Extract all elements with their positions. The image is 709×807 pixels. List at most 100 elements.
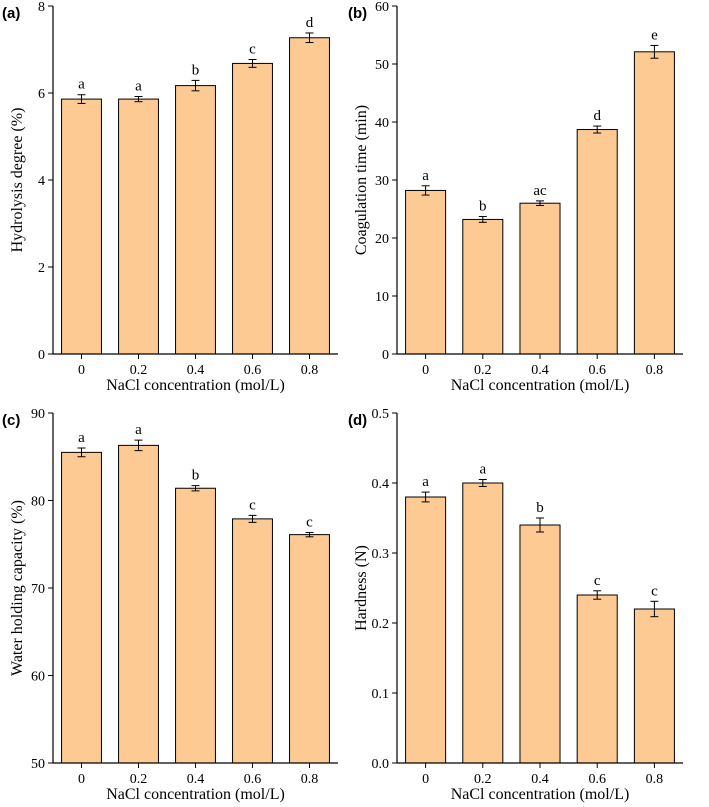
chart-2-bar-4 [633,51,675,355]
chart-1-y-tick-label-1: 2 [38,261,45,276]
chart-1-sig-label-0: a [78,77,85,93]
chart-3-bar-2 [175,487,216,764]
chart-2-y-tick-label-3: 30 [375,174,389,189]
chart-3-x-tick-label-4: 0.8 [301,772,319,787]
chart-2-y-tick-label-0: 0 [382,348,389,363]
chart-2-bar-1 [462,218,504,355]
chart-4-sig-label-2: b [536,500,544,516]
chart-2-x-axis-title: NaCl concentration (mol/L) [451,377,630,394]
chart-2-x-tick-label-0: 0 [422,363,429,378]
chart-2-sig-label-4: e [651,27,658,43]
chart-3-y-tick-label-0: 50 [31,757,45,772]
chart-1-sig-label-4: d [306,15,314,31]
chart-1-sig-label-2: b [192,62,200,78]
chart-2: a b ac d e 0 10 20 30 40 50 60 0 0.2 0.4 0.6 0.8 NaCl con… [348,0,683,394]
chart-4-x-axis-title: NaCl concentration (mol/L) [451,786,630,803]
chart-2-y-tick-label-6: 60 [375,0,389,15]
chart-1-x-tick-label-2: 0.4 [187,363,205,378]
chart-1-bar-3 [232,62,273,355]
chart-1-y-axis-title: Hydrolysis degree (%) [9,108,26,253]
chart-3-bar-0 [61,451,102,764]
chart-3-x-tick-label-3: 0.6 [244,772,262,787]
chart-3-x-tick-label-0: 0 [78,772,85,787]
chart-4-bar-2 [519,524,561,764]
chart-4-bar-1 [462,482,504,764]
chart-4-bar-3 [576,594,618,764]
chart-4-sig-label-3: c [594,573,601,589]
chart-2-panel-label: (b) [348,5,367,22]
chart-3-bar-1 [118,444,159,764]
chart-4-y-tick-label-4: 0.4 [372,477,390,492]
chart-3: a a b c c 50 60 70 80 90 0 0.2 0.4 0.6 0.8 NaCl concent… [2,407,338,803]
chart-3-sig-label-4: c [306,514,313,530]
chart-4-x-tick-label-3: 0.6 [588,772,606,787]
chart-1-sig-label-1: a [135,78,142,94]
chart-1-bar-0 [61,98,102,355]
chart-2-y-tick-label-4: 40 [375,116,389,131]
chart-2-x-tick-label-2: 0.4 [531,363,549,378]
chart-4-y-axis-title: Hardness (N) [353,545,370,631]
chart-3-sig-label-3: c [249,497,256,513]
chart-3-y-axis-title: Water holding capacity (%) [9,500,26,676]
chart-4-sig-label-0: a [422,474,429,490]
chart-4-y-tick-label-1: 0.1 [372,687,390,702]
chart-4-x-tick-label-2: 0.4 [531,772,549,787]
chart-1-y-tick-label-4: 8 [38,0,45,15]
chart-2-sig-label-0: a [422,168,429,184]
chart-1-x-tick-label-0: 0 [78,363,85,378]
chart-1-panel-label: (a) [2,5,20,22]
chart-2-y-tick-label-2: 20 [375,232,389,247]
chart-1-x-axis-title: NaCl concentration (mol/L) [106,377,285,394]
chart-3-bar-4 [289,534,330,764]
chart-1-x-tick-label-1: 0.2 [130,363,148,378]
chart-3-x-tick-label-1: 0.2 [130,772,148,787]
chart-2-y-tick-label-5: 50 [375,58,389,73]
chart-3-bar-3 [232,518,273,764]
chart-2-x-tick-label-3: 0.6 [588,363,606,378]
chart-2-x-tick-label-1: 0.2 [474,363,492,378]
chart-4: a a b c c 0.0 0.1 0.2 0.3 0.4 0.5 0 0.2 0.4 0.6 0.8 NaCl… [348,407,683,803]
chart-3-sig-label-2: b [192,468,200,484]
chart-2-bar-2 [519,202,561,355]
chart-2-bar-3 [576,129,618,355]
chart-3-y-tick-label-1: 60 [31,670,45,685]
chart-4-x-tick-label-0: 0 [422,772,429,787]
chart-4-y-tick-label-3: 0.3 [372,547,390,562]
chart-3-x-axis-title: NaCl concentration (mol/L) [106,786,285,803]
chart-3-sig-label-1: a [135,422,142,438]
chart-1-x-tick-label-4: 0.8 [301,363,319,378]
chart-1-sig-label-3: c [249,42,256,58]
chart-4-x-tick-label-4: 0.8 [646,772,664,787]
chart-3-y-tick-label-2: 70 [31,582,45,597]
chart-1-y-tick-label-3: 6 [38,87,45,102]
chart-2-sig-label-2: ac [533,183,547,199]
chart-3-panel-label: (c) [2,412,20,429]
chart-2-y-tick-label-1: 10 [375,290,389,305]
chart-3-sig-label-0: a [78,430,85,446]
chart-4-bar-4 [633,608,675,764]
chart-2-x-tick-label-4: 0.8 [646,363,664,378]
chart-1-y-tick-label-2: 4 [38,174,45,189]
chart-2-y-axis-title: Coagulation time (min) [353,105,370,255]
chart-2-sig-label-1: b [479,199,487,215]
chart-4-sig-label-1: a [479,462,486,478]
chart-1-bar-4 [289,37,330,355]
chart-4-sig-label-4: c [651,583,658,599]
chart-4-x-tick-label-1: 0.2 [474,772,492,787]
chart-2-bar-0 [405,189,447,355]
chart-3-y-tick-label-3: 80 [31,495,45,510]
chart-3-x-tick-label-2: 0.4 [187,772,205,787]
chart-2-sig-label-3: d [593,108,601,124]
chart-4-y-tick-label-2: 0.2 [372,617,390,632]
chart-4-panel-label: (d) [348,412,367,429]
chart-1-x-tick-label-3: 0.6 [244,363,262,378]
chart-1-bar-2 [175,85,216,355]
chart-1-bar-1 [118,98,159,355]
chart-4-y-tick-label-5: 0.5 [372,407,390,422]
chart-4-y-tick-label-0: 0.0 [372,757,390,772]
chart-3-y-tick-label-4: 90 [31,407,45,422]
chart-1: a a b c d 0 2 4 6 8 0 0.2 0.4 0.6 0.8 NaCl concentratio… [2,0,338,394]
chart-4-bar-0 [405,496,447,764]
chart-1-y-tick-label-0: 0 [38,348,45,363]
